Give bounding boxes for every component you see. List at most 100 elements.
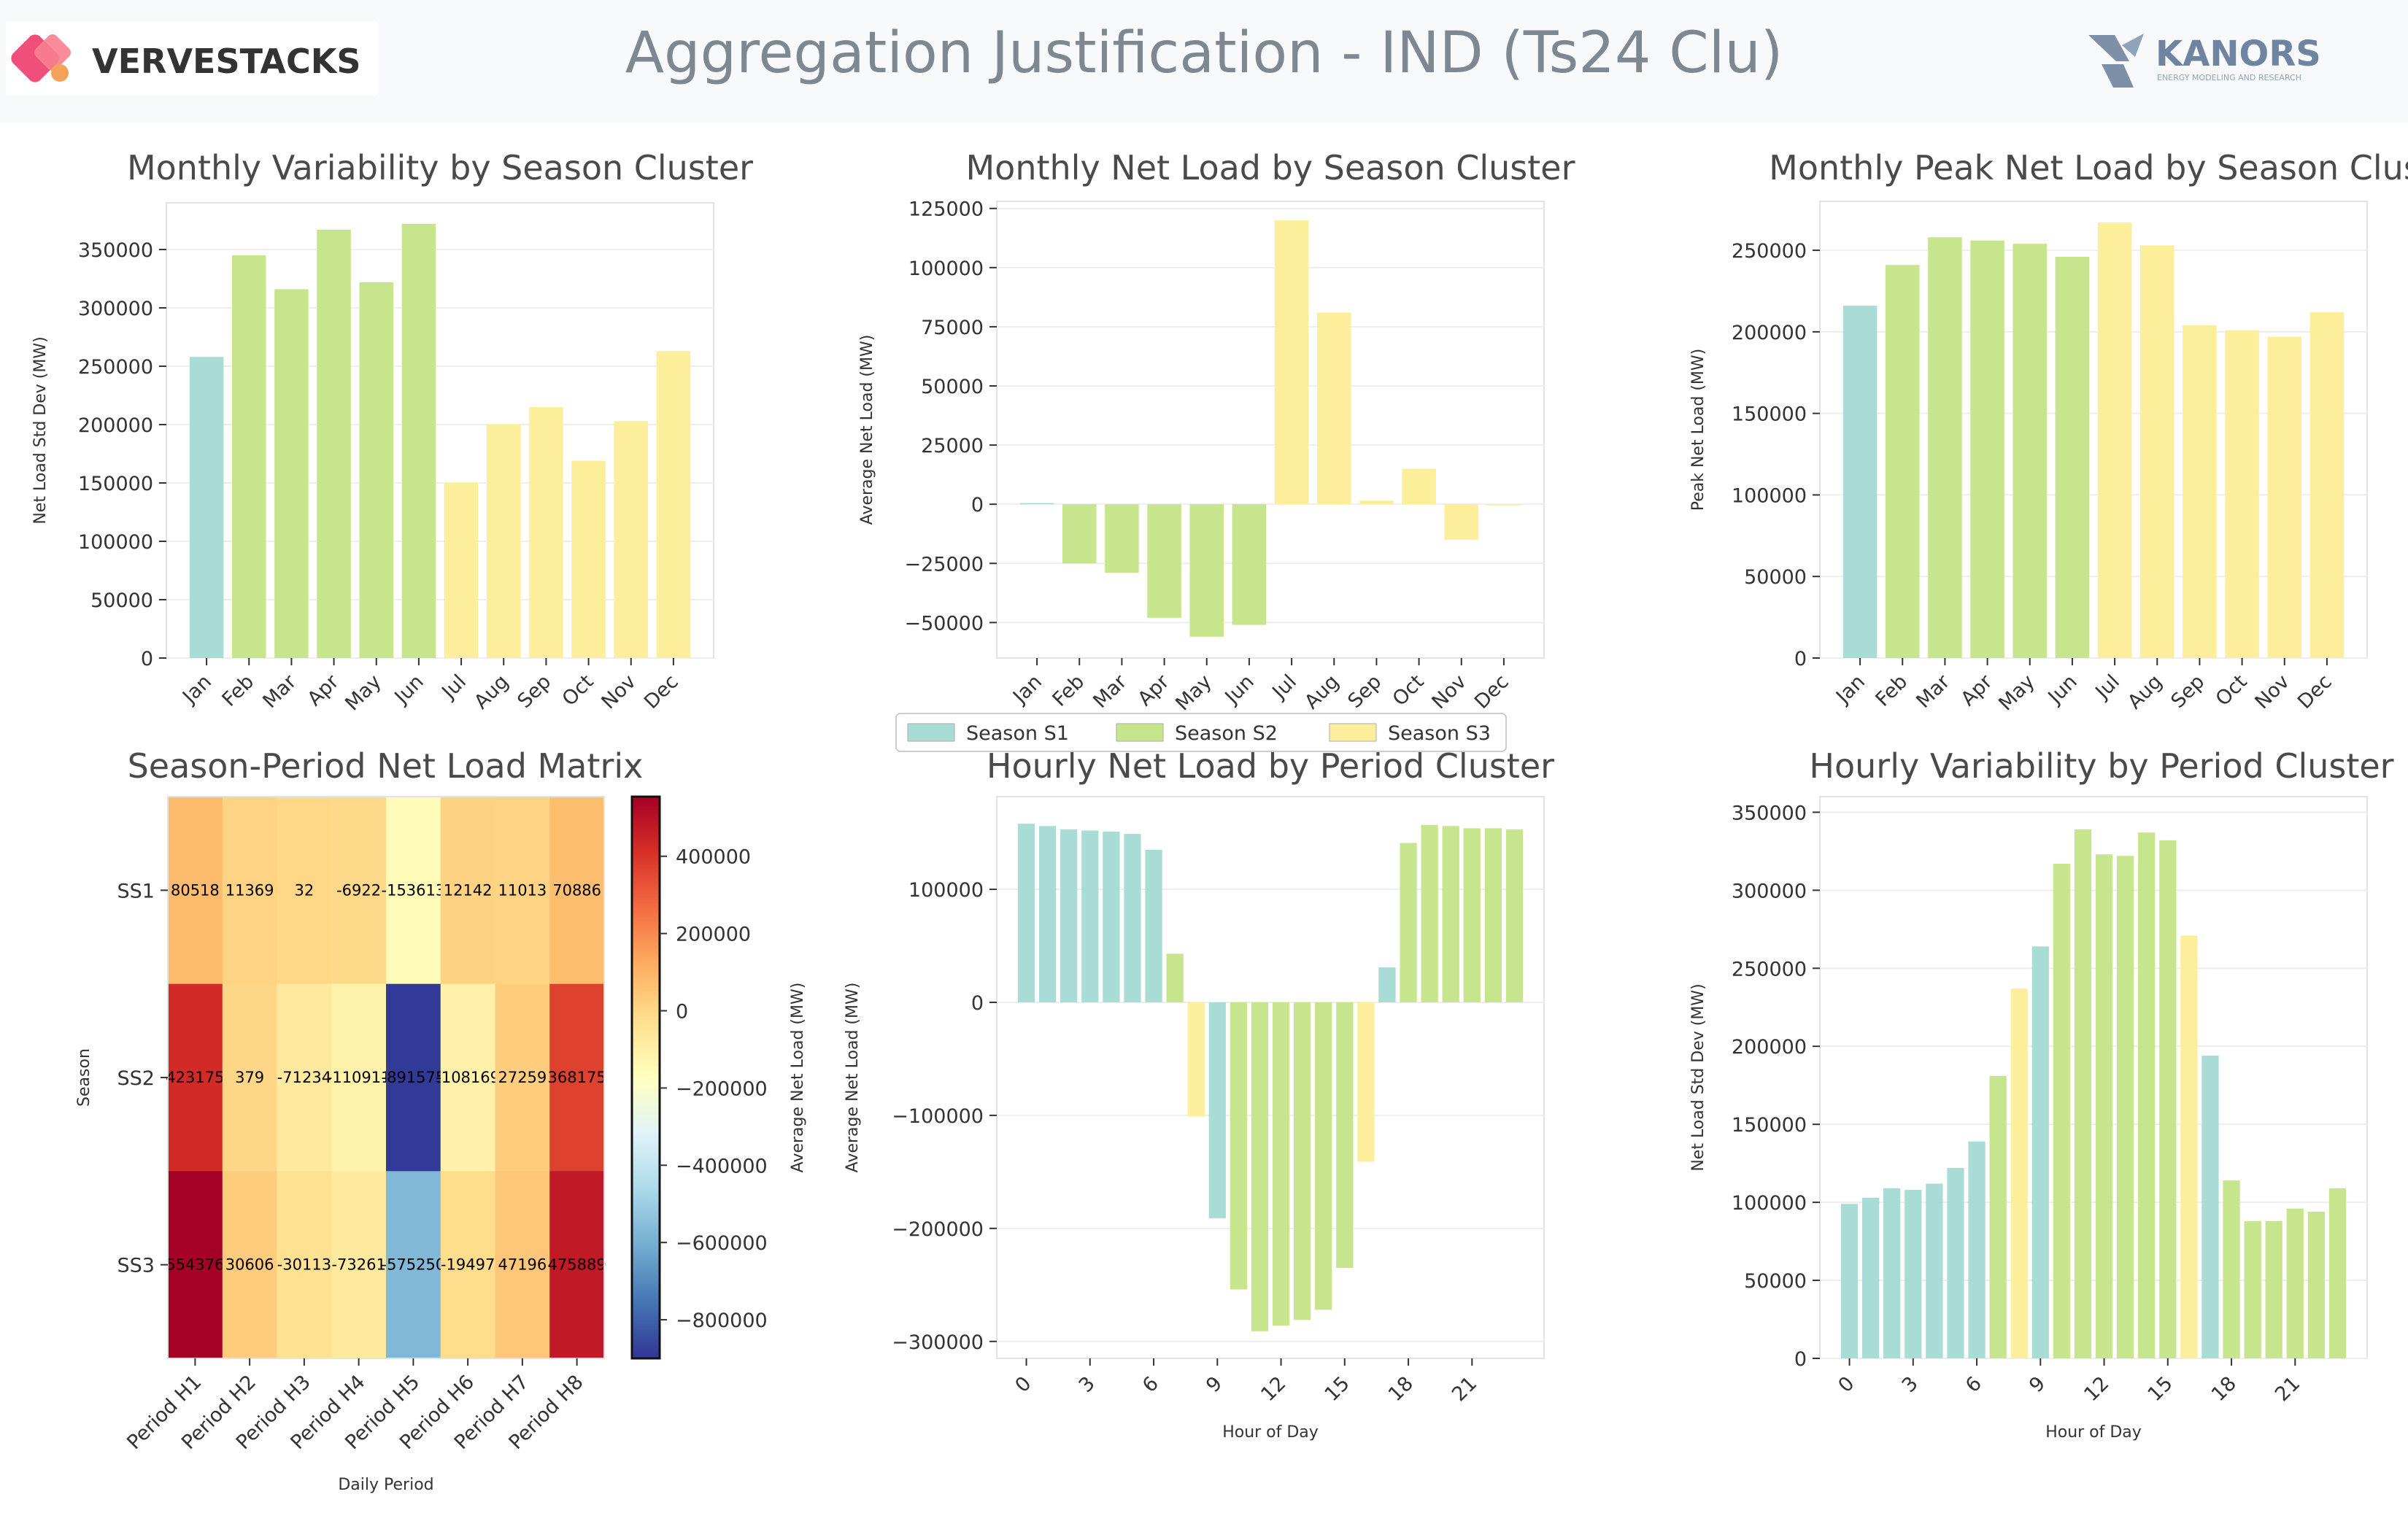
bar [1840,1204,1859,1358]
bar [1316,312,1351,505]
bar [1166,953,1184,1002]
heatmap-cell-label: -19497 [441,1256,495,1274]
y-tick-label: −300000 [892,1331,984,1354]
legend-swatch [1116,723,1164,742]
vervestacks-logo: VERVESTACKS [6,22,378,95]
bar [2095,854,2113,1358]
x-tick-label: Jul [437,670,471,704]
bar [1968,1141,1986,1358]
x-tick-label: Jun [390,670,428,709]
bar [2309,312,2345,658]
y-tick-label: 50000 [90,589,153,612]
heatmap-cell [168,797,223,985]
x-tick-label: 12 [1257,1372,1290,1406]
heatmap-cell-label: -153613 [382,881,446,899]
heatmap-cell [386,983,441,1172]
heatmap-cell [331,797,387,985]
y-tick-label: 100000 [1732,1192,1807,1215]
bar [2138,832,2156,1358]
bar [2055,257,2090,658]
y-tick-label: −100000 [892,1105,984,1128]
colorbar-label: Average Net Load (MW) [789,983,807,1173]
y-axis-label: Net Load Std Dev (MW) [31,336,50,524]
x-tick-label: Aug [2123,670,2166,713]
x-tick-label: Oct [1389,670,1429,711]
bar [1444,504,1479,540]
bar [2180,935,2198,1358]
chart-title: Monthly Variability by Season Cluster [127,148,753,187]
heatmap-cell [440,1171,495,1359]
bar [1505,829,1524,1002]
legend: Season S1 Season S2 Season S3 [895,713,1507,752]
brand-left-text: VERVESTACKS [92,42,361,81]
y-tick-label: SS1 [117,880,155,902]
bar [1230,1002,1248,1290]
y-tick-label: 200000 [1732,1036,1807,1059]
page-title: Aggregation Justification - IND (Ts24 Cl… [625,20,1783,86]
bar [2265,1220,2282,1358]
y-tick-label: 250000 [1732,240,1807,263]
bar [1062,504,1097,564]
heatmap-cell-label: -73261 [331,1256,385,1274]
x-tick-label: 15 [2144,1372,2177,1406]
x-tick-label: Nov [598,670,641,713]
y-tick-label: 25000 [921,435,984,457]
x-axis-label: Hour of Day [1222,1423,1319,1442]
x-tick-label: Oct [558,670,598,711]
vervestacks-logo-mark [11,34,71,82]
y-tick-label: 100000 [78,531,153,554]
brand-right-text: KANORS [2156,34,2321,74]
heatmap-cell [277,797,332,985]
bar [1947,1168,1964,1358]
bar [1883,1188,1901,1358]
x-tick-label: 18 [2207,1372,2241,1406]
bar [1402,468,1436,505]
x-tick-label: Jan [1008,670,1046,709]
x-tick-label: Jul [1267,670,1301,704]
bar [2328,1188,2347,1358]
y-tick-label: 0 [1794,1348,1807,1371]
x-tick-label: Sep [1343,670,1386,713]
bar [1926,1183,1943,1358]
plot-area [1819,796,2368,1359]
x-tick-label: Apr [304,670,344,711]
x-tick-label: 3 [1075,1372,1100,1397]
bar [1081,830,1099,1002]
x-tick-label: Aug [1300,670,1343,713]
bar [2159,840,2177,1358]
x-tick-label: Jan [177,670,216,709]
x-tick-label: Sep [513,670,555,713]
x-tick-label: Apr [1957,670,1998,711]
x-tick-label: May [1171,670,1216,715]
x-tick-label: 9 [2025,1372,2050,1397]
heatmap-cell [549,1171,605,1359]
kanors-logo-mark [2088,34,2144,88]
x-tick-label: Oct [2212,670,2252,711]
bar [1293,1002,1311,1320]
x-tick-label: Sep [2166,670,2209,713]
y-tick-label: 0 [971,992,984,1015]
bar [1232,504,1267,625]
bar [1442,826,1459,1002]
y-tick-label: 100000 [1732,484,1807,507]
bar [1861,1197,1880,1358]
bar [1359,500,1394,505]
bar [1484,828,1502,1002]
y-tick-label: 50000 [1744,1270,1807,1293]
bar [2267,336,2302,658]
bar [1421,824,1438,1002]
heatmap-cell-label: 554376 [166,1256,224,1274]
heatmap-cell-label: 11369 [225,881,274,899]
bar [317,229,351,658]
bar [529,407,563,658]
bar [1145,849,1162,1002]
bar [2010,989,2028,1358]
x-tick-label: 0 [1011,1372,1035,1397]
bar [1486,504,1521,506]
x-tick-label: Feb [1871,670,1912,711]
bar [2223,1180,2240,1358]
legend-label: Season S2 [1175,722,1278,745]
bar [1928,237,1962,659]
x-tick-label: 0 [1834,1372,1859,1397]
x-tick-label: May [1994,670,2039,715]
